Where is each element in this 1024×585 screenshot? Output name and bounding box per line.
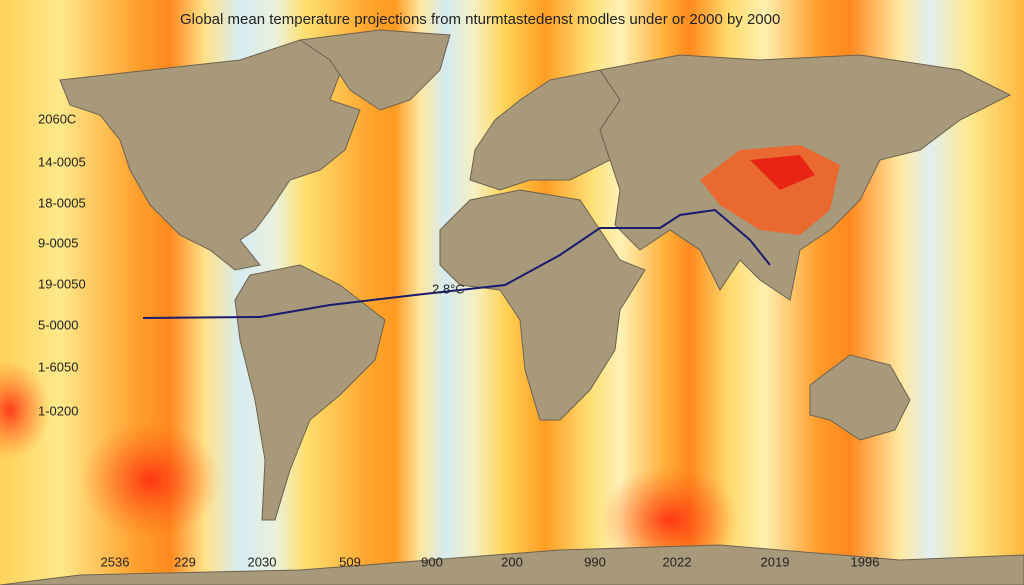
left-label: 19-0050 [38,276,86,291]
left-label: 9-0005 [38,235,78,250]
bottom-label: 900 [421,554,443,569]
map-title: Global mean temperature projections from… [180,11,780,28]
antarctica [0,544,1024,585]
africa [439,189,646,421]
hot-spot [80,420,220,540]
left-label: 2060C [38,111,76,126]
bottom-label: 509 [339,554,361,569]
europe [469,69,621,191]
bottom-labels: 2536 229 2030 509 900 200 990 2022 2019 1996 [101,554,880,569]
australia [809,354,911,441]
south-america [234,264,386,521]
bottom-label: 2030 [248,554,277,569]
bottom-label: 200 [501,554,523,569]
left-label: 14-0005 [38,154,86,169]
annotation: 2.8°C [432,281,465,296]
bottom-label: 2019 [761,554,790,569]
left-label: 1-6050 [38,359,78,374]
bottom-label: 990 [584,554,606,569]
left-labels: 2060C 14-0005 18-0005 9-0005 19-0050 5-0000 1-… [38,111,86,418]
hot-spot [0,360,50,460]
north-america [59,39,361,271]
left-label: 5-0000 [38,317,78,332]
bottom-label: 229 [174,554,196,569]
bottom-label: 1996 [851,554,880,569]
greenland [298,29,451,111]
bottom-label: 2022 [663,554,692,569]
left-label: 1-0200 [38,403,78,418]
left-label: 18-0005 [38,195,86,210]
projection-line [142,208,771,319]
heat-core [750,155,815,190]
bottom-label: 2536 [101,554,130,569]
